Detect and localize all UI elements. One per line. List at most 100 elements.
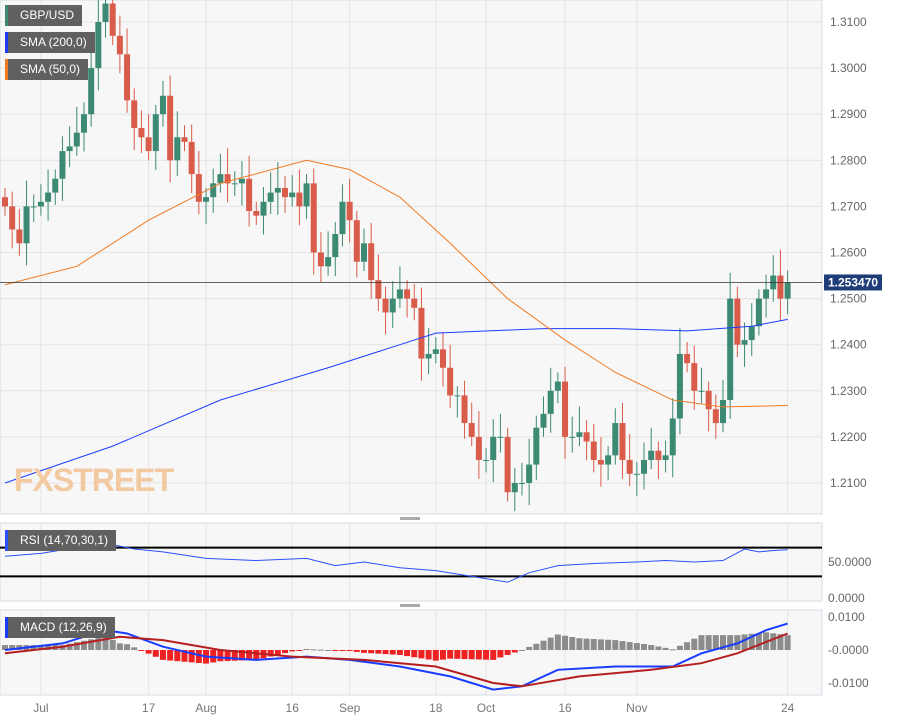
- macd-histogram-bar: [741, 634, 748, 650]
- macd-histogram-bar: [583, 638, 590, 650]
- panel-resize-handle: [400, 517, 420, 520]
- candle-up: [698, 390, 705, 392]
- candle-down: [777, 275, 784, 299]
- candle-down: [310, 183, 317, 253]
- candle-up: [720, 400, 726, 424]
- macd-histogram-bar: [641, 644, 648, 650]
- y-tick-label: 1.2400: [830, 338, 867, 352]
- macd-histogram-bar: [562, 635, 569, 650]
- sma200-line: [4, 318, 788, 484]
- candle-down: [9, 206, 16, 230]
- candle-up: [727, 298, 734, 401]
- y-tick-label: 1.2600: [830, 246, 867, 260]
- candle-up: [533, 427, 540, 465]
- candle-up: [152, 114, 159, 152]
- macd-histogram-bar: [181, 650, 188, 662]
- signal-line: [4, 632, 788, 688]
- macd-histogram-bar: [691, 638, 698, 650]
- macd-histogram-bar: [9, 645, 16, 650]
- legend-sma50: SMA (50,0): [5, 59, 89, 80]
- candle-down: [16, 229, 23, 244]
- macd-histogram-bar: [353, 650, 360, 652]
- candle-down: [124, 54, 131, 101]
- macd-histogram-bar: [339, 650, 346, 651]
- x-tick-label: 18: [429, 701, 443, 715]
- macd-histogram-bar: [504, 650, 511, 655]
- rsi-line: [4, 542, 788, 583]
- macd-histogram-bar: [777, 634, 784, 650]
- macd-histogram-bar: [167, 650, 174, 661]
- y-tick-label: 1.2800: [830, 153, 867, 167]
- macd-histogram-bar: [475, 650, 482, 660]
- macd-histogram-bar: [289, 650, 296, 652]
- candle-down: [597, 459, 604, 465]
- candle-down: [188, 141, 195, 175]
- candle-down: [116, 35, 123, 55]
- candle-down: [246, 178, 253, 212]
- macd-histogram-bar: [102, 636, 109, 650]
- candle-down: [619, 423, 626, 460]
- macd-histogram-bar: [116, 643, 123, 650]
- macd-histogram-bar: [748, 633, 755, 650]
- macd-histogram-bar: [88, 639, 95, 650]
- x-tick-label: Jul: [33, 701, 48, 715]
- candle-up: [231, 183, 238, 185]
- candle-down: [317, 252, 324, 267]
- candle-up: [669, 418, 676, 456]
- x-tick-label: 17: [142, 701, 156, 715]
- macd-histogram-bar: [669, 649, 676, 651]
- candle-down: [346, 201, 353, 221]
- macd-histogram-bar: [454, 650, 461, 659]
- candle-up: [518, 483, 525, 484]
- candle-down: [562, 381, 569, 437]
- candle-up: [325, 257, 332, 267]
- candle-up: [526, 464, 533, 483]
- y-tick-label: 1.3100: [830, 15, 867, 29]
- macd-histogram-bar: [554, 634, 561, 650]
- x-tick-label: Oct: [477, 701, 496, 715]
- macd-histogram-bar: [784, 635, 791, 650]
- macd-histogram-bar: [526, 646, 533, 650]
- macd-histogram-bar: [66, 643, 73, 650]
- candle-down: [705, 390, 712, 410]
- candle-down: [109, 3, 116, 36]
- macd-histogram-bar: [346, 650, 353, 651]
- macd-histogram-bar: [188, 650, 195, 663]
- candle-down: [468, 423, 475, 437]
- candle-up: [648, 450, 655, 460]
- candle-down: [655, 450, 662, 460]
- candle-up: [741, 340, 748, 345]
- candle-up: [332, 234, 339, 258]
- macd-histogram-bar: [231, 650, 238, 661]
- macd-histogram-bar: [432, 650, 439, 661]
- y-tick-label: 1.2700: [830, 199, 867, 213]
- macd-tick-label: -0.0100: [828, 676, 869, 690]
- candle-up: [763, 289, 770, 299]
- candle-up: [274, 187, 281, 193]
- macd-histogram-bar: [447, 650, 454, 659]
- sma50-line: [4, 159, 788, 408]
- candle-down: [382, 298, 389, 313]
- macd-histogram-bar: [576, 638, 583, 650]
- macd-histogram-bar: [375, 650, 382, 654]
- panel-resize-handle: [400, 604, 420, 607]
- macd-histogram-bar: [174, 650, 181, 662]
- candle-up: [217, 174, 224, 184]
- last-price-label: 1.253470: [828, 275, 878, 289]
- candle-up: [174, 137, 181, 161]
- macd-histogram-bar: [317, 649, 324, 651]
- y-tick-label: 1.3000: [830, 61, 867, 75]
- y-tick-label: 1.2300: [830, 384, 867, 398]
- candle-up: [540, 413, 547, 428]
- candle-up: [676, 353, 683, 419]
- macd-histogram-bar: [418, 650, 425, 659]
- macd-tick-label: -0.0000: [828, 643, 869, 657]
- macd-histogram-bar: [655, 646, 662, 650]
- macd-histogram-bar: [468, 650, 475, 660]
- legend-gbpusd: GBP/USD: [5, 5, 83, 26]
- price-panel: [0, 0, 823, 515]
- macd-histogram-bar: [490, 650, 497, 660]
- candle-up: [454, 395, 461, 397]
- candle-up: [396, 289, 403, 299]
- macd-histogram-bar: [411, 650, 418, 658]
